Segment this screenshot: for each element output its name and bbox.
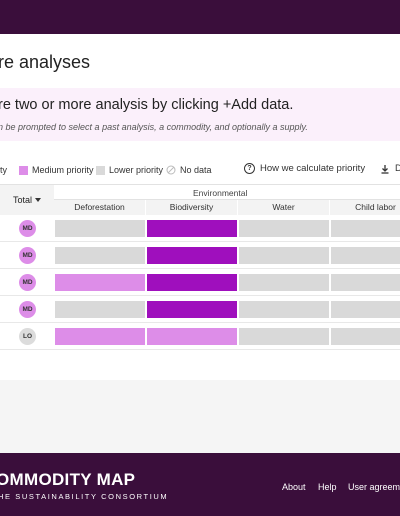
- total-badge: MD: [19, 220, 36, 237]
- legend-high-label: ity: [0, 165, 7, 175]
- legend-medium-label: Medium priority: [32, 165, 94, 175]
- cell-child-labor: [331, 328, 400, 345]
- question-icon: ?: [244, 163, 255, 174]
- priority-table: Total Environmental Deforestation Biodiv…: [0, 184, 400, 380]
- caret-down-icon: [35, 198, 41, 202]
- cell-deforestation: [55, 301, 145, 318]
- banner-title: re two or more analysis by clicking +Add…: [0, 97, 294, 113]
- banner-subtitle: n be prompted to select a past analysis,…: [0, 122, 308, 132]
- priority-legend: ity Medium priority Lower priority No da…: [0, 160, 400, 180]
- table-header: Total Environmental Deforestation Biodiv…: [0, 185, 400, 215]
- footer: OMMODITY MAP HE SUSTAINABILITY CONSORTIU…: [0, 453, 400, 516]
- medium-swatch: [19, 165, 28, 175]
- cell-water: [239, 247, 329, 264]
- table-row: MD: [0, 296, 400, 323]
- cell-biodiversity: [147, 301, 237, 318]
- legend-lower-label: Lower priority: [109, 165, 164, 175]
- column-header-water: Water: [238, 200, 330, 215]
- table-row: MD: [0, 242, 400, 269]
- total-sort-header[interactable]: Total: [0, 185, 54, 215]
- page-title: re analyses: [0, 52, 91, 72]
- total-header-label: Total: [12, 195, 32, 205]
- column-header-deforestation: Deforestation: [54, 200, 146, 215]
- footer-link-help[interactable]: Help: [318, 482, 337, 492]
- main-content: re analyses re two or more analysis by c…: [0, 34, 400, 453]
- footer-link-user-agreement[interactable]: User agreem: [348, 482, 400, 492]
- download-icon: [381, 164, 389, 174]
- legend-lower: Lower priority: [96, 165, 163, 175]
- total-badge: MD: [19, 247, 36, 264]
- total-badge: MD: [19, 274, 36, 291]
- total-badge: LO: [19, 328, 36, 345]
- no-data-icon: [166, 165, 176, 175]
- cell-deforestation: [55, 274, 145, 291]
- cell-child-labor: [331, 220, 400, 237]
- total-badge: MD: [19, 301, 36, 318]
- cell-biodiversity: [147, 328, 237, 345]
- cell-water: [239, 220, 329, 237]
- how-we-calculate-link[interactable]: ? How we calculate priority: [244, 163, 365, 174]
- footer-logo[interactable]: OMMODITY MAP: [0, 470, 136, 489]
- table-row: MD: [0, 269, 400, 296]
- download-button[interactable]: D: [380, 163, 400, 174]
- cell-deforestation: [55, 328, 145, 345]
- footer-link-about[interactable]: About: [282, 482, 306, 492]
- table-row: MD: [0, 215, 400, 242]
- cell-biodiversity: [147, 274, 237, 291]
- legend-medium: Medium priority: [19, 165, 94, 175]
- cell-water: [239, 328, 329, 345]
- cell-water: [239, 274, 329, 291]
- cell-water: [239, 301, 329, 318]
- column-header-biodiversity: Biodiversity: [146, 200, 238, 215]
- top-nav-bar: [0, 0, 400, 34]
- cell-child-labor: [331, 247, 400, 264]
- info-banner: re two or more analysis by clicking +Add…: [0, 88, 400, 141]
- table-row: LO: [0, 323, 400, 350]
- download-label: D: [395, 163, 400, 174]
- legend-nodata-label: No data: [180, 165, 212, 175]
- help-label: How we calculate priority: [260, 163, 366, 174]
- cell-biodiversity: [147, 220, 237, 237]
- legend-high: ity: [0, 165, 7, 175]
- environmental-group-header: Environmental: [54, 185, 400, 200]
- cell-child-labor: [331, 274, 400, 291]
- legend-nodata: No data: [166, 165, 212, 175]
- cell-child-labor: [331, 301, 400, 318]
- lower-swatch: [96, 165, 105, 175]
- cell-deforestation: [55, 220, 145, 237]
- cell-biodiversity: [147, 247, 237, 264]
- footer-logo-tagline: HE SUSTAINABILITY CONSORTIUM: [0, 492, 169, 501]
- empty-area: [0, 380, 400, 453]
- column-header-child-labor: Child labor: [330, 200, 400, 215]
- group-header-label: Environmental: [193, 188, 248, 198]
- cell-deforestation: [55, 247, 145, 264]
